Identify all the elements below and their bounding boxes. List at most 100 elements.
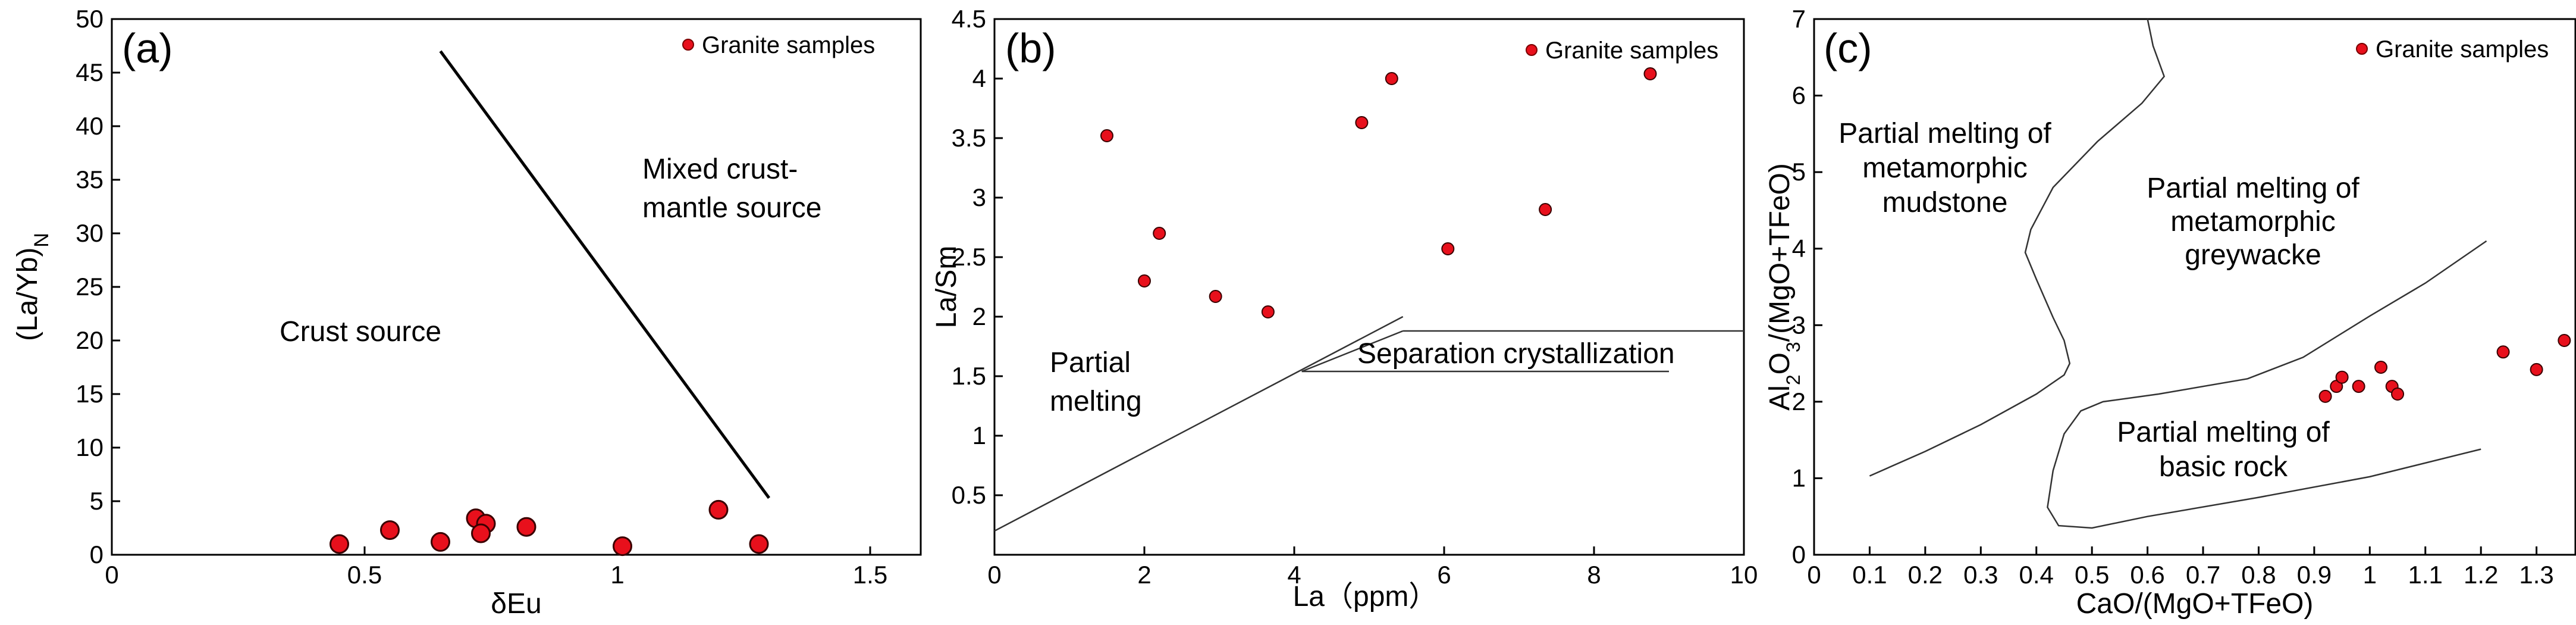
y-tick-label-c-2: 2 xyxy=(1792,388,1806,415)
data-point-c-9 xyxy=(2558,334,2571,347)
chart-panel-c: 0 1 2 3 4 5 6 7 0 0.1 0.2 0.3 0.4 0.5 0.6 0.7 0.8 0.9 1 1.… xyxy=(1764,5,2576,620)
x-tick-label-c-9: 0.9 xyxy=(2297,561,2332,589)
x-tick-label-a-2: 1 xyxy=(610,561,624,589)
legend-label-a: Granite samples xyxy=(702,32,875,58)
data-point-a-8 xyxy=(708,499,729,520)
legend-marker-c xyxy=(2356,43,2368,55)
chart-panel-a: 0 5 10 15 20 25 30 35 40 45 50 0 0.5 1 1.5 (a) Granit… xyxy=(12,5,922,620)
y-tick-label-a-7: 35 xyxy=(76,165,103,193)
y-tick-label-c-1: 1 xyxy=(1792,464,1806,492)
data-point-a-9 xyxy=(749,534,769,554)
y-tick-label-a-6: 30 xyxy=(76,219,103,247)
data-point-c-6 xyxy=(2391,388,2405,401)
data-point-b-2 xyxy=(1153,227,1166,240)
annotation-mudstone-3: mudstone xyxy=(1882,187,2008,218)
y-tick-label-b-3: 2 xyxy=(972,302,986,330)
y-tick-label-c-7: 7 xyxy=(1792,5,1806,33)
y-tick-label-b-8: 4.5 xyxy=(952,5,986,33)
y-tick-label-a-8: 40 xyxy=(76,112,103,140)
data-point-b-4 xyxy=(1261,305,1275,318)
x-tick-label-c-2: 0.2 xyxy=(1908,561,1943,589)
data-point-c-4 xyxy=(2374,361,2387,374)
x-tick-label-c-8: 0.8 xyxy=(2241,561,2276,589)
data-point-c-0 xyxy=(2318,389,2332,403)
annotation-basic-rock-1: Partial melting of xyxy=(2117,417,2330,448)
y-tick-label-a-0: 0 xyxy=(90,540,103,568)
annotation-greywacke-1: Partial melting of xyxy=(2147,173,2359,204)
chart-panel-b: 0.5 1 1.5 2 2.5 3 3.5 4 4.5 0 2 4 6 8 10 (b) Granite … xyxy=(931,5,1758,612)
y-tick-label-c-5: 5 xyxy=(1792,158,1806,186)
annotation-mudstone-1: Partial melting of xyxy=(1838,118,2051,149)
x-tick-label-a-0: 0 xyxy=(105,561,118,589)
x-tick-label-c-13: 1.3 xyxy=(2519,561,2553,589)
annotation-separation-crystallization: Separation crystallization xyxy=(1357,338,1675,370)
legend-label-c: Granite samples xyxy=(2376,36,2549,62)
y-tick-label-a-1: 5 xyxy=(90,487,103,515)
data-point-a-2 xyxy=(431,532,450,552)
legend-a: Granite samples xyxy=(682,32,875,58)
legend-label-b: Granite samples xyxy=(1545,38,1718,64)
annotation-greywacke-2: metamorphic xyxy=(2170,206,2335,238)
y-tick-label-a-4: 20 xyxy=(76,326,103,354)
data-point-b-6 xyxy=(1385,72,1398,85)
y-tick-label-b-5: 3 xyxy=(972,183,986,211)
y-tick-label-c-3: 3 xyxy=(1792,311,1806,339)
data-point-c-7 xyxy=(2496,345,2510,359)
y-axis-label-c-o: O xyxy=(1764,352,1796,374)
x-tick-label-a-1: 0.5 xyxy=(347,561,382,589)
x-tick-label-c-0: 0 xyxy=(1807,561,1821,589)
x-tick-label-c-3: 0.3 xyxy=(1963,561,1998,589)
x-tick-label-c-5: 0.5 xyxy=(2075,561,2109,589)
annotation-mudstone-2: metamorphic xyxy=(1862,152,2027,184)
x-tick-label-c-6: 0.6 xyxy=(2130,561,2164,589)
legend-marker-b xyxy=(1526,44,1538,56)
x-axis-label-c: CaO/(MgO+TFeO) xyxy=(2076,588,2314,620)
x-tick-label-b-2: 4 xyxy=(1287,561,1301,589)
y-tick-label-b-1: 1 xyxy=(972,421,986,449)
y-axis-label-a-main: (La/Yb) xyxy=(12,248,43,341)
x-tick-label-c-11: 1.1 xyxy=(2408,561,2443,589)
y-tick-label-a-5: 25 xyxy=(76,273,103,301)
y-axis-label-a-sub: N xyxy=(30,233,53,248)
y-tick-label-a-2: 10 xyxy=(76,433,103,461)
plot-frame-c xyxy=(1813,18,2576,556)
x-tick-label-c-10: 1 xyxy=(2363,561,2377,589)
annotation-greywacke-3: greywacke xyxy=(2185,239,2321,271)
annotation-mantle-source: mantle source xyxy=(642,192,821,224)
data-point-b-3 xyxy=(1209,290,1222,303)
y-tick-label-b-7: 4 xyxy=(972,64,986,92)
data-point-c-3 xyxy=(2352,380,2365,393)
y-tick-label-c-6: 6 xyxy=(1792,82,1806,110)
y-axis-label-a: (La/Yb)N xyxy=(12,233,53,341)
svg-text:Al2O3/(MgO+TFeO): Al2O3/(MgO+TFeO) xyxy=(1764,163,1804,411)
discrimination-line-a xyxy=(439,50,771,499)
data-point-b-0 xyxy=(1100,129,1113,142)
x-axis-label-b: La（ppm） xyxy=(1293,581,1438,612)
data-point-b-8 xyxy=(1539,203,1552,216)
legend-b: Granite samples xyxy=(1526,38,1718,64)
annotation-melting: melting xyxy=(1050,386,1142,417)
y-axis-label-b: La/Sm xyxy=(931,246,962,329)
x-tick-label-b-1: 2 xyxy=(1137,561,1151,589)
partial-melting-trend-line xyxy=(994,315,1404,532)
plot-frame-a xyxy=(111,18,922,556)
annotation-crust-source: Crust source xyxy=(280,316,441,348)
x-tick-label-b-4: 8 xyxy=(1587,561,1601,589)
data-point-b-5 xyxy=(1355,116,1369,129)
x-tick-label-b-3: 6 xyxy=(1437,561,1451,589)
y-tick-label-c-4: 4 xyxy=(1792,235,1806,262)
data-point-a-1 xyxy=(380,520,400,540)
annotation-mixed-crust: Mixed crust- xyxy=(642,154,798,185)
y-axis-label-c-sub2: 2 xyxy=(1783,374,1804,385)
data-point-b-7 xyxy=(1441,242,1455,255)
y-tick-label-b-4: 2.5 xyxy=(952,243,986,271)
y-axis-label-c: Al2O3/(MgO+TFeO) xyxy=(1764,163,1804,411)
panel-label-b: (b) xyxy=(1005,25,1056,71)
data-point-c-2 xyxy=(2335,370,2349,384)
data-point-a-6 xyxy=(516,517,536,537)
y-tick-label-b-2: 1.5 xyxy=(952,362,986,390)
x-tick-label-c-4: 0.4 xyxy=(2019,561,2054,589)
plot-frame-b xyxy=(993,18,1745,556)
x-tick-label-c-12: 1.2 xyxy=(2464,561,2498,589)
